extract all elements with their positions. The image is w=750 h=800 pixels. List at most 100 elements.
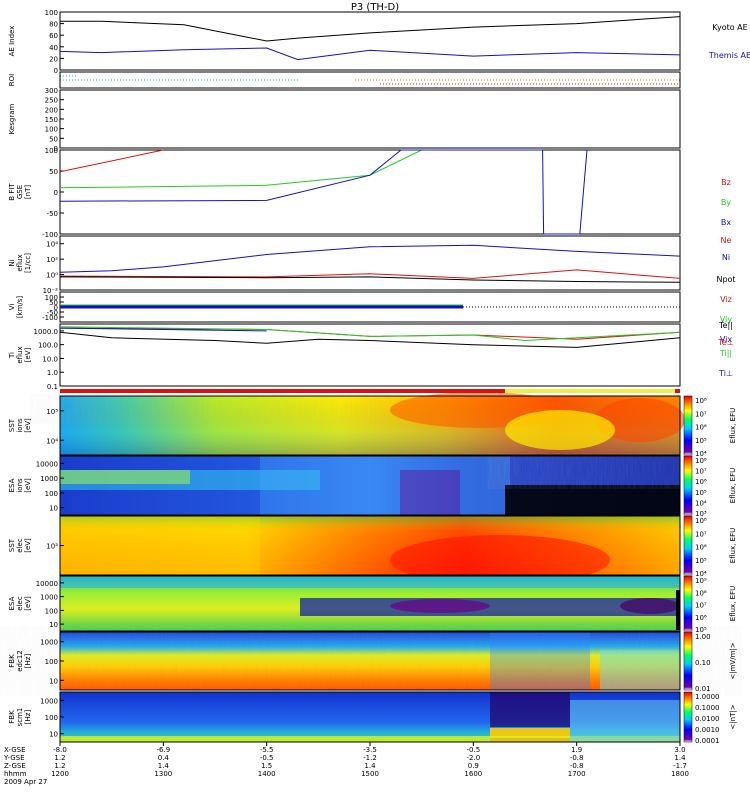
legend-Ti||: Ti|| — [719, 349, 732, 358]
y-tick-label: 100 — [45, 607, 58, 615]
y-axis-label: eflux — [16, 254, 24, 271]
colorbar-tick: 10⁵ — [695, 437, 707, 445]
x-tick-value: 1600 — [464, 770, 482, 778]
y-axis-label: [eV] — [24, 418, 32, 433]
x-axis-row-label: X-GSE — [4, 746, 26, 754]
fbk-scm1-spectrogram — [60, 692, 680, 742]
legend-Ni: Ni — [722, 253, 730, 262]
y-axis-label: edc12 — [16, 650, 24, 672]
x-tick-value: -5.5 — [260, 746, 274, 754]
y-axis-label: Vi — [8, 304, 16, 311]
colorbar-tick: 10⁷ — [695, 410, 707, 418]
legend-Vix: Vix — [720, 335, 733, 344]
y-axis-label: ESA — [8, 596, 16, 610]
x-tick-value: 1.2 — [54, 754, 65, 762]
series-Themis AE-line — [59, 47, 681, 61]
y-axis-label: SST — [8, 538, 16, 552]
x-axis-row-label: Y-GSE — [3, 754, 25, 762]
colorbar-tick: 10⁷ — [695, 468, 707, 476]
panel-sst_e: SST elec [eV] 10⁵ — [8, 515, 681, 576]
colorbar-tick: 10⁵ — [695, 557, 707, 565]
y-axis-label: [eV] — [24, 347, 32, 362]
y-tick-label: 10.0 — [42, 355, 58, 363]
x-tick-value: 1.4 — [158, 762, 170, 770]
mode-bar-red — [60, 389, 505, 393]
colorbar — [683, 395, 693, 456]
y-tick-label: 150 — [45, 116, 58, 124]
colorbar-tick: 10⁶ — [695, 478, 707, 486]
y-axis-label: [nT] — [24, 185, 32, 199]
y-axis-label: Kesgram — [8, 104, 16, 135]
colorbar-tick: 10⁷ — [695, 530, 707, 538]
y-tick-label: 10⁻² — [43, 287, 59, 295]
x-tick-value: 1200 — [51, 770, 69, 778]
colorbar-tick: 10⁸ — [695, 517, 707, 525]
panel-frame — [59, 323, 681, 387]
colorbar-tick: 0.0010 — [695, 726, 720, 734]
series-Bz-line — [59, 149, 164, 173]
y-tick-label: 1000 — [40, 697, 58, 705]
y-tick-label: 1000 — [40, 475, 58, 483]
mode-bar-red-end — [675, 389, 680, 393]
sst-electrons-spectrogram — [60, 516, 680, 585]
colorbar-sst_i: 10⁸ 10⁷ 10⁶ 10⁵ 10⁴ Eflux, EFU — [683, 395, 737, 458]
y-tick-label: 1000 — [40, 594, 58, 602]
legend-Te⊥: Te⊥ — [717, 338, 733, 347]
colorbar-tick: 0.10 — [695, 659, 711, 667]
colorbar-label: Eflux, EFU — [729, 586, 737, 621]
y-tick-label: -100 — [42, 314, 58, 322]
legend-Viy: Viy — [720, 315, 733, 324]
x-tick-value: 1300 — [154, 770, 172, 778]
series-Ti⊥-line — [59, 327, 267, 332]
y-tick-label: 20 — [49, 55, 58, 63]
panel-esa_e: ESA elec [eV] 10000 1000 100 10 — [8, 575, 681, 632]
panel-frame — [59, 149, 681, 235]
colorbar-tick: 10⁶ — [695, 544, 707, 552]
colorbar-tick: 10⁶ — [695, 614, 707, 622]
y-axis-label: AE Index — [8, 26, 16, 57]
y-tick-label: 0.1 — [47, 383, 58, 391]
series-Ni-line — [59, 244, 681, 273]
y-tick-label: 100 — [45, 126, 58, 134]
panel-frame — [59, 11, 681, 71]
x-axis-row-label: 2009 Apr 27 — [4, 778, 47, 786]
colorbar-tick: 10⁴ — [695, 450, 707, 458]
y-tick-label: 250 — [45, 97, 58, 105]
y-tick-label: 1000.0 — [34, 328, 59, 336]
colorbar-tick: 10⁸ — [695, 457, 707, 465]
colorbar-tick: 0.1000 — [695, 704, 720, 712]
y-axis-label: eflux — [16, 346, 24, 363]
panel-ae: AE Index 0 20 40 60 80 100 Kyoto AE Themis AE — [8, 9, 750, 75]
y-tick-label: 0 — [54, 145, 58, 153]
y-axis-label: elec — [16, 596, 24, 611]
legend-Te||: Te|| — [718, 321, 733, 330]
y-tick-label: 10 — [49, 505, 58, 513]
y-axis-label: Ti — [8, 352, 16, 359]
colorbar-tick: 10⁶ — [695, 424, 707, 432]
x-tick-value: 1.4 — [364, 762, 376, 770]
panel-ti: Ti eflux [eV] 0.1 1.0 10.0 100.0 1000.0 Te|| Te⊥ T… — [8, 321, 734, 391]
x-tick-value: -0.5 — [260, 754, 274, 762]
y-axis-label: [eV] — [24, 596, 32, 611]
y-tick-label: 10⁵ — [46, 408, 58, 416]
colorbar-tick: 10⁹ — [695, 577, 707, 585]
y-tick-label: 100 — [45, 714, 58, 722]
x-tick-value: 1800 — [671, 770, 689, 778]
legend-Bz: Bz — [721, 178, 731, 187]
panel-fbk1: FBK edc12 [Hz] 1000 100 10 — [8, 631, 681, 691]
esa-electrons-spectrogram — [60, 576, 680, 631]
y-axis-label: ions — [16, 418, 24, 433]
series-Bx-line — [59, 149, 588, 235]
y-axis-label: GSE — [16, 185, 24, 199]
x-axis-row-label: Z-GSE — [4, 762, 26, 770]
panel-frame — [59, 455, 681, 516]
y-axis-label: [eV] — [24, 538, 32, 553]
x-axis-row-label: hhmm — [4, 770, 27, 778]
colorbar-tick: 10⁸ — [695, 397, 707, 405]
y-axis-label: scm1 — [16, 708, 24, 727]
colorbar-esa_i: 10⁸ 10⁷ 10⁶ 10⁵ 10⁴ 10³ Eflux, EFU — [683, 455, 737, 518]
colorbar-tick: 10⁴ — [695, 570, 707, 578]
